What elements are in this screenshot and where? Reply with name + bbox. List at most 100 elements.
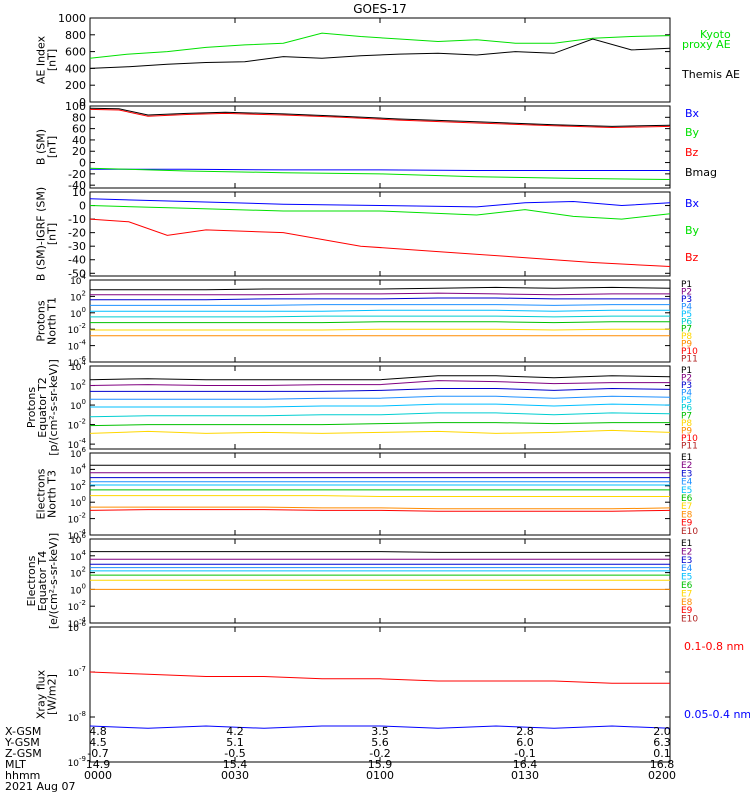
y-axis-label: B (SM) [35, 129, 48, 165]
y-axis-label: North T3 [46, 470, 59, 518]
series-line-p5 [90, 309, 670, 312]
y-tick-label: -40 [68, 254, 86, 267]
x-row-value: 0100 [366, 769, 394, 782]
x-row-label: X-GSM [5, 725, 41, 738]
y-tick-label: 106 [70, 532, 86, 546]
y-tick-label: 100 [70, 306, 86, 320]
series-line-bz [89, 108, 671, 129]
y-axis-label: Equator T2 [36, 377, 49, 437]
y-tick-label: 10-2 [68, 512, 86, 526]
legend-label: 0.1-0.8 nm [684, 640, 744, 653]
channel-legend-label: P6 [681, 317, 692, 327]
x-row-value: -0.1 [514, 747, 535, 760]
x-row-value: 4.2 [226, 725, 244, 738]
series-line-bmag [89, 107, 671, 127]
channel-legend-label: P3 [681, 295, 692, 305]
y-tick-label: 0 [79, 200, 86, 213]
y-axis-label: B (SM)-IGRF (SM) [35, 187, 48, 281]
x-row-value: 0200 [648, 769, 676, 782]
x-row-value: 5.1 [226, 736, 244, 749]
channel-legend-label: P10 [681, 434, 698, 444]
y-axis-label: [e/(cm²-s-sr-keV)] [47, 533, 60, 629]
x-row-value: -0.5 [224, 747, 245, 760]
channel-legend-label: E10 [681, 527, 698, 537]
channel-legend-label: E5 [681, 486, 692, 496]
channel-legend-label: P11 [681, 355, 698, 365]
y-tick-label: 10-2 [68, 599, 86, 613]
y-tick-label: 104 [70, 359, 86, 373]
series-line-kyoto-proxy-ae [89, 32, 671, 59]
series-line-0-05-0-4-nm [89, 725, 671, 729]
series-line-bz [89, 218, 671, 267]
panel-frame [89, 17, 671, 103]
x-row-value: 5.6 [371, 736, 389, 749]
channel-legend-label: P2 [681, 287, 692, 297]
series-line-e1 [90, 551, 670, 553]
series-line-e8 [90, 506, 671, 510]
y-tick-label: 10-2 [68, 418, 86, 432]
x-row-label: Z-GSM [5, 747, 42, 760]
y-tick-label: -40 [68, 179, 86, 192]
legend-label: Bz [685, 146, 699, 159]
channel-legend-label: P8 [681, 332, 692, 342]
y-tick-label: 10-7 [68, 665, 86, 679]
x-row-value: 16.8 [650, 758, 675, 771]
panel-frame [89, 279, 671, 363]
series-line-p4 [90, 304, 670, 306]
y-tick-label: 10-6 [68, 355, 87, 369]
x-row-label: MLT [5, 758, 26, 771]
y-tick-label: 600 [65, 46, 86, 59]
series-line-e9 [89, 509, 671, 512]
x-row-value: 2.8 [516, 725, 534, 738]
x-row-value: 0000 [84, 769, 112, 782]
channel-legend-label: E8 [681, 510, 693, 520]
channel-legend-label: P1 [681, 366, 692, 376]
y-axis-label: [p/(cm²-s-sr-keV)] [47, 359, 60, 456]
y-tick-label: 200 [65, 79, 86, 92]
x-row-value: 6.3 [653, 736, 671, 749]
y-tick-label: -20 [68, 227, 86, 240]
y-tick-label: 100 [70, 398, 86, 412]
channel-legend-label: E3 [681, 556, 692, 566]
y-tick-label: 100 [70, 495, 86, 509]
x-row-value: 4.8 [89, 725, 107, 738]
y-tick-label: 1000 [58, 12, 86, 25]
channel-legend-label: P9 [681, 426, 692, 436]
x-row-value: 15.9 [368, 758, 393, 771]
series-line-p5 [90, 403, 671, 408]
plot-title: GOES-17 [353, 2, 407, 16]
y-tick-label: 102 [70, 289, 86, 303]
series-line-0-1-0-8-nm [89, 671, 670, 684]
y-axis-label: Xray flux [35, 669, 48, 719]
channel-legend-label: E10 [681, 615, 698, 625]
y-tick-label: 100 [70, 582, 86, 596]
x-row-label: Y-GSM [4, 736, 40, 749]
y-tick-label: 10 [72, 186, 86, 199]
y-tick-label: 10-6 [68, 620, 87, 634]
x-row-value: 4.5 [89, 736, 107, 749]
y-tick-label: 10-4 [68, 528, 87, 542]
x-row-value: 16.4 [513, 758, 538, 771]
legend-label: By [685, 126, 700, 139]
y-tick-label: 10-9 [68, 755, 86, 769]
y-axis-label: [W/m2] [46, 674, 59, 715]
series-line-p3 [90, 387, 671, 392]
y-tick-label: 400 [65, 62, 86, 75]
channel-legend-label: P6 [681, 404, 692, 414]
legend-label: 0.05-0.4 nm [684, 708, 750, 721]
channel-legend-label: P4 [681, 389, 692, 399]
series-line-by [89, 167, 671, 180]
channel-legend-label: P7 [681, 411, 692, 421]
channel-legend-label: E4 [681, 564, 693, 574]
series-line-p2 [90, 292, 670, 296]
legend-label: Kyoto [700, 28, 731, 41]
y-tick-label: 10-4 [68, 437, 87, 451]
y-axis-label: Protons [25, 387, 38, 428]
x-row-value: 6.0 [516, 736, 534, 749]
y-tick-label: 100 [65, 100, 86, 113]
channel-legend-label: E5 [681, 573, 692, 583]
legend-label: proxy AE [682, 38, 731, 51]
